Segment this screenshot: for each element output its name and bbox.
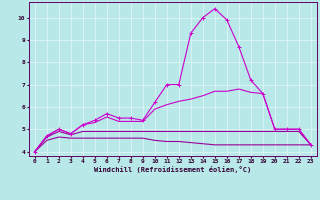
X-axis label: Windchill (Refroidissement éolien,°C): Windchill (Refroidissement éolien,°C) bbox=[94, 166, 252, 173]
